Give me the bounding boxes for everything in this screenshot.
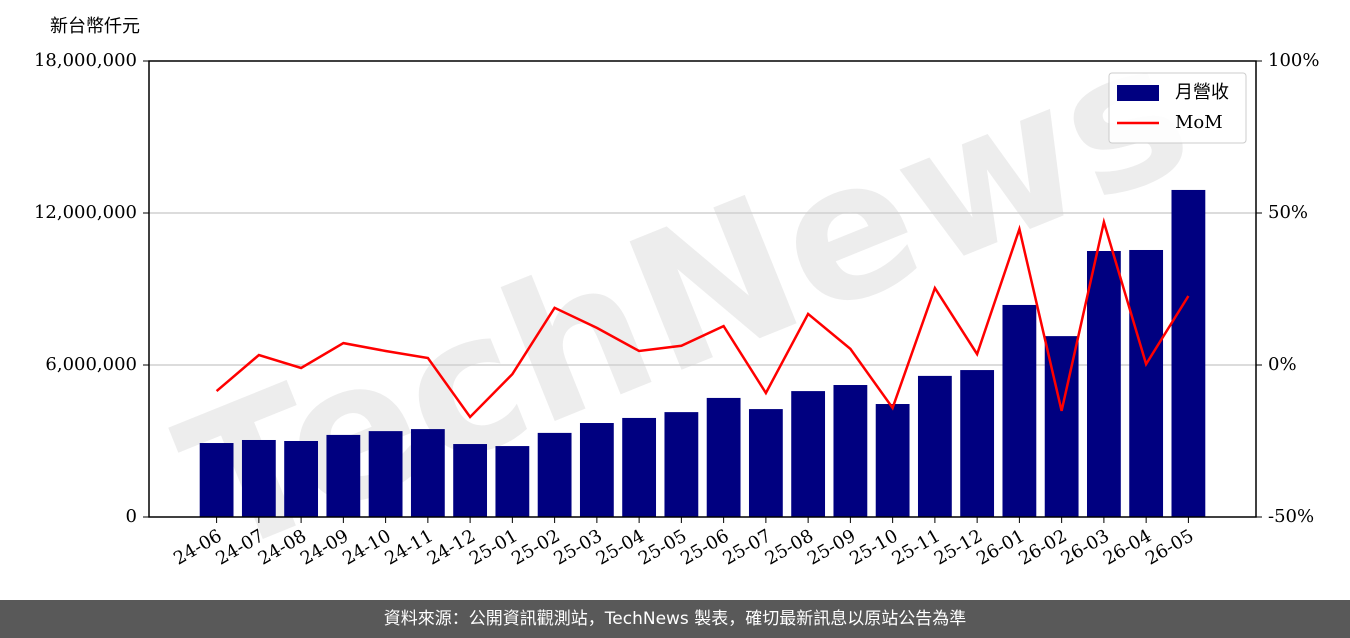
y-tick-label: 12,000,000 bbox=[34, 202, 137, 223]
bar bbox=[706, 397, 741, 517]
y-tick-label: 0 bbox=[126, 506, 137, 527]
bar bbox=[368, 431, 403, 517]
legend-label: MoM bbox=[1175, 112, 1223, 133]
bar bbox=[1086, 251, 1121, 517]
bar bbox=[199, 443, 234, 517]
y-tick-label: 18,000,000 bbox=[34, 50, 137, 71]
bar bbox=[326, 434, 361, 517]
legend: 月營收 MoM bbox=[1108, 72, 1247, 144]
bar bbox=[664, 412, 699, 517]
bar bbox=[791, 391, 826, 517]
bar bbox=[748, 409, 783, 517]
y-tick-label: 6,000,000 bbox=[45, 354, 137, 375]
bar bbox=[537, 432, 572, 517]
y-axis-label: 新台幣仟元 bbox=[50, 16, 140, 37]
bar bbox=[960, 370, 995, 517]
bar bbox=[1129, 249, 1164, 517]
bar bbox=[410, 429, 445, 517]
y2-tick-label: -50% bbox=[1268, 506, 1314, 527]
y2-tick-label: 50% bbox=[1268, 202, 1308, 223]
bar bbox=[241, 439, 276, 517]
legend-label: 月營收 bbox=[1175, 82, 1229, 103]
bar bbox=[622, 417, 657, 517]
y2-tick-label: 100% bbox=[1268, 50, 1319, 71]
bar bbox=[1171, 189, 1206, 518]
line bbox=[215, 217, 1190, 419]
chart: 新台幣仟元 TechNews 06,000,00012,000,00018,00… bbox=[34, 0, 1320, 598]
bar bbox=[453, 444, 488, 517]
bar bbox=[284, 441, 319, 517]
bar bbox=[833, 385, 868, 517]
bar bbox=[495, 446, 530, 517]
bar bbox=[1002, 304, 1037, 517]
bar bbox=[579, 423, 614, 517]
bar bbox=[917, 375, 952, 517]
y2-tick-label: 0% bbox=[1268, 354, 1297, 375]
plot-frame bbox=[148, 60, 1257, 518]
x-tick-label: 26-05 bbox=[1142, 525, 1197, 569]
footer: 資料來源：公開資訊觀測站，TechNews 製表，確切最新訊息以原站公告為準 bbox=[0, 600, 1350, 638]
legend-swatch bbox=[1117, 85, 1159, 101]
bar bbox=[875, 404, 910, 517]
